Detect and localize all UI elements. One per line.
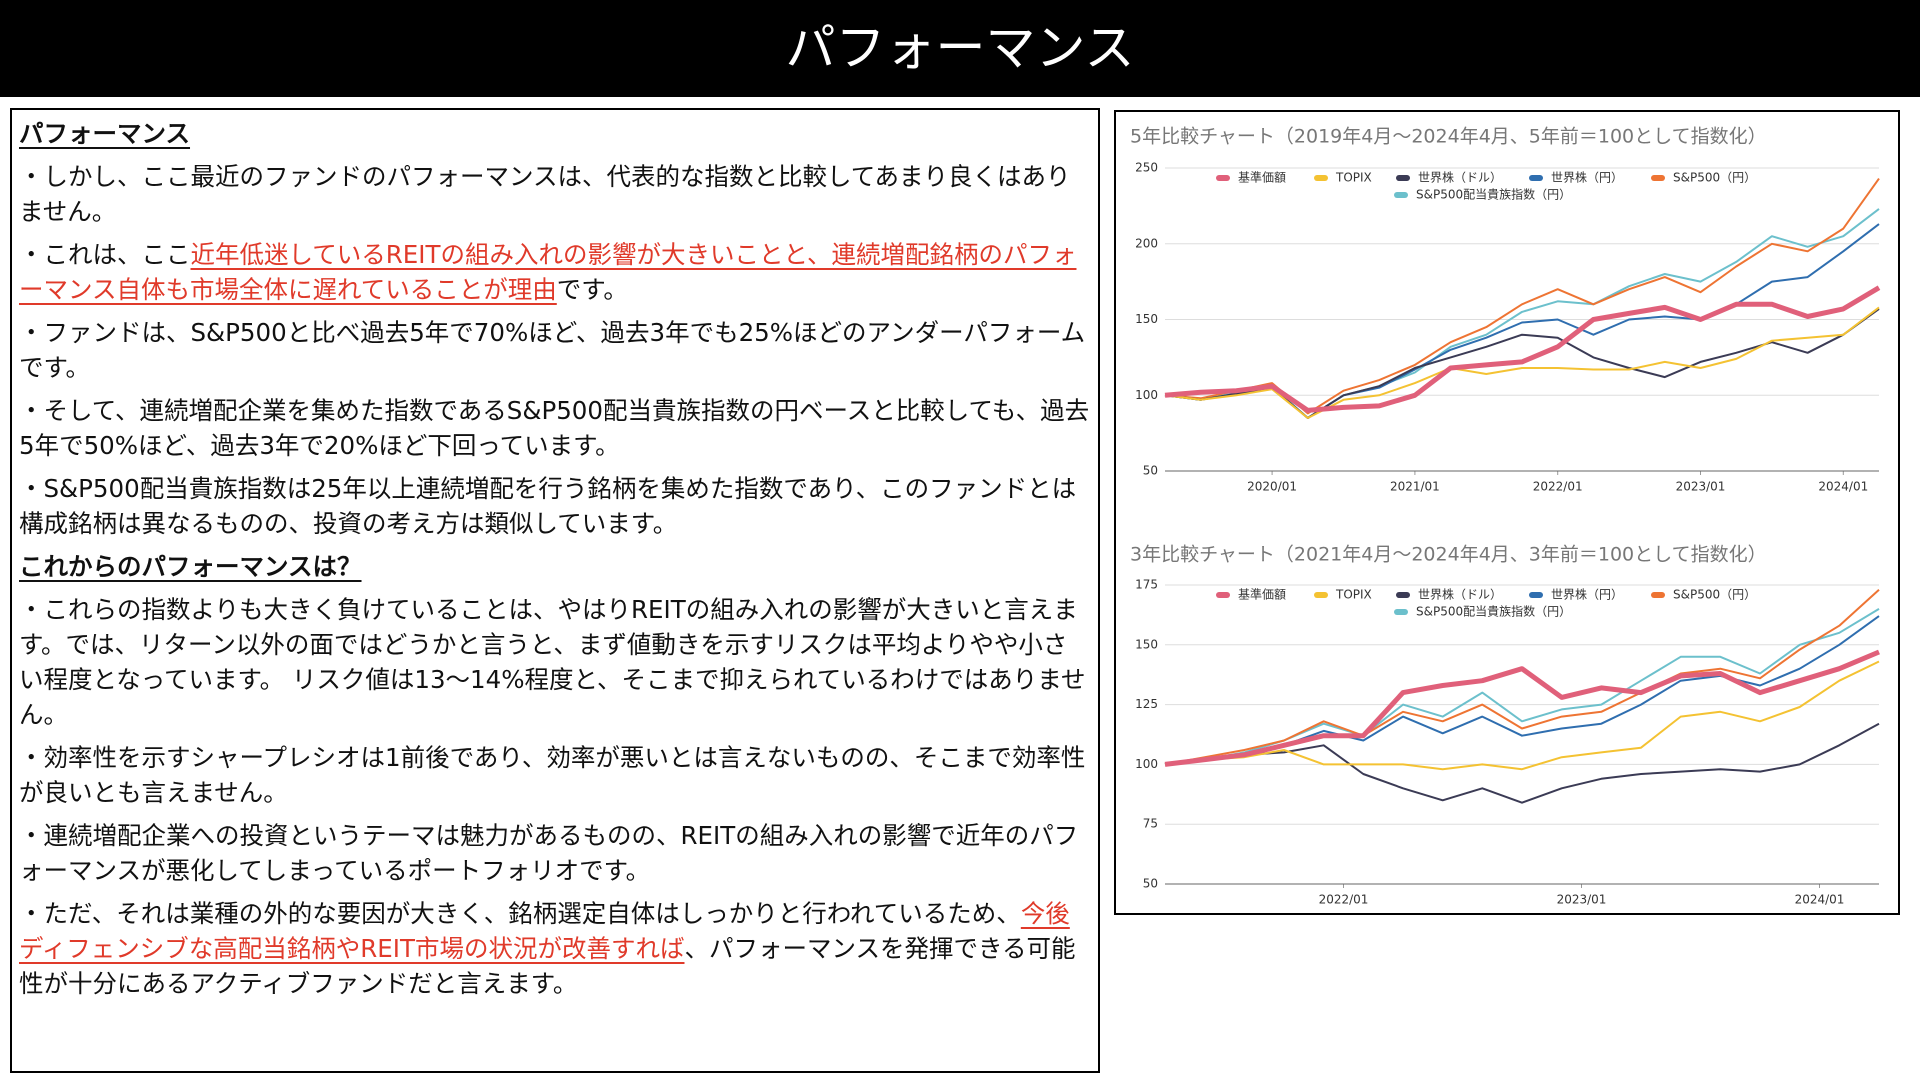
text: ・ただ、それは業種の外的な要因が大きく、銘柄選定自体はしっかりと行われているため… [19,899,1021,928]
x-tick-label: 2024/01 [1818,480,1868,494]
legend-swatch [1394,609,1408,615]
paragraph: ・S&P500配当貴族指数は25年以上連続増配を行う銘柄を集めた指数であり、この… [19,471,1091,541]
x-tick-label: 2022/01 [1533,480,1583,494]
legend-label: 基準価額 [1238,170,1286,185]
paragraph: ・これらの指数よりも大きく負けていることは、やはりREITの組み入れの影響が大き… [19,592,1091,732]
legend-label: S&P500配当貴族指数（円） [1416,187,1571,202]
y-tick-label: 175 [1135,578,1158,592]
y-tick-label: 50 [1143,464,1158,478]
legend-swatch [1651,175,1665,181]
legend-swatch [1396,175,1410,181]
paragraph: ・効率性を示すシャープレシオは1前後であり、効率が悪いとは言えないものの、そこま… [19,740,1091,810]
x-tick-label: 2023/01 [1676,480,1726,494]
charts: 5年比較チャート（2019年4月～2024年4月、5年前＝100として指数化） 5… [1114,110,1900,915]
legend-label: S&P500配当貴族指数（円） [1416,604,1571,619]
x-tick-label: 2024/01 [1795,893,1845,907]
x-tick-label: 2021/01 [1390,480,1440,494]
y-tick-label: 50 [1143,877,1158,891]
text: ・S&P500配当貴族指数は25年以上連続増配を行う銘柄を集めた指数であり、この… [19,474,1077,538]
y-tick-label: 100 [1135,757,1158,771]
series-line [1164,178,1880,415]
paragraph: ・ファンドは、S&P500と比べ過去5年で70%ほど、過去3年でも25%ほどのア… [19,315,1091,385]
series-line [1164,285,1881,413]
legend-label: 世界株（円） [1551,170,1623,185]
highlighted-text: 近年低迷しているREITの組み入れの影響が大きいことと、連続増配銘柄のパフォーマ… [19,240,1077,304]
legend-swatch [1314,175,1328,181]
y-tick-label: 150 [1135,637,1158,651]
text: ・これらの指数よりも大きく負けていることは、やはりREITの組み入れの影響が大き… [19,595,1086,729]
series-line [1164,589,1880,766]
legend-label: 世界株（ドル） [1418,170,1502,185]
paragraph: ・これは、ここ近年低迷しているREITの組み入れの影響が大きいことと、連続増配銘… [19,237,1091,307]
chart-title: 5年比較チャート（2019年4月～2024年4月、5年前＝100として指数化） [1130,126,1767,148]
text: ・効率性を示すシャープレシオは1前後であり、効率が悪いとは言えないものの、そこま… [19,743,1086,807]
legend-label: S&P500（円） [1673,171,1756,185]
legend-label: 世界株（円） [1551,587,1623,602]
text: ・そして、連続増配企業を集めた指数であるS&P500配当貴族指数の円ベースと比較… [19,396,1090,460]
text: ・これは、ここ [19,240,191,269]
chart-title: 3年比較チャート（2021年4月～2024年4月、3年前＝100として指数化） [1130,544,1767,566]
legend-label: 世界株（ドル） [1418,587,1502,602]
legend-swatch [1216,592,1230,598]
y-tick-label: 100 [1135,388,1158,402]
series-line [1164,649,1880,767]
y-tick-label: 200 [1135,236,1158,250]
legend-swatch [1396,592,1410,598]
series-line [1164,660,1880,771]
paragraph: ・そして、連続増配企業を集めた指数であるS&P500配当貴族指数の円ベースと比較… [19,393,1091,463]
legend-label: TOPIX [1335,588,1372,602]
legend-label: S&P500（円） [1673,588,1756,602]
header-title: パフォーマンス [0,0,1920,97]
legend-swatch [1216,175,1230,181]
legend-label: 基準価額 [1238,587,1286,602]
paragraph: ・ただ、それは業種の外的な要因が大きく、銘柄選定自体はしっかりと行われているため… [19,896,1091,1001]
legend-swatch [1394,192,1408,198]
heading: これからのパフォーマンスは？ [19,552,362,581]
highlighted-text: 今後ディフェンシブな高配当銘柄やREIT市場の状況が改善すれば [19,899,1070,963]
series-line [1164,306,1880,419]
paragraph: ・しかし、ここ最近のファンドのパフォーマンスは、代表的な指数と比較してあまり良く… [19,159,1091,229]
heading: パフォーマンス [19,119,191,148]
text: ・しかし、ここ最近のファンドのパフォーマンスは、代表的な指数と比較してあまり良く… [19,162,1071,226]
text: です。 [556,275,628,304]
y-tick-label: 150 [1135,312,1158,326]
paragraph: ・連続増配企業への投資というテーマは魅力があるものの、REITの組み入れの影響で… [19,818,1091,888]
text-panel: パフォーマンス・しかし、ここ最近のファンドのパフォーマンスは、代表的な指数と比較… [10,108,1100,1073]
legend-swatch [1314,592,1328,598]
y-tick-label: 250 [1135,161,1158,175]
x-tick-label: 2020/01 [1247,480,1297,494]
text: 、パフォーマンスを発揮できる可能性が十分にあるアクティブファンドだと言えます。 [19,934,1076,998]
legend-label: TOPIX [1335,171,1372,185]
text: ・連続増配企業への投資というテーマは魅力があるものの、REITの組み入れの影響で… [19,821,1079,885]
series-line [1164,722,1880,804]
x-tick-label: 2022/01 [1319,893,1369,907]
y-tick-label: 75 [1143,817,1158,831]
text: ・ファンドは、S&P500と比べ過去5年で70%ほど、過去3年でも25%ほどのア… [19,318,1086,382]
legend-swatch [1651,592,1665,598]
legend-swatch [1529,175,1543,181]
legend-swatch [1529,592,1543,598]
y-tick-label: 125 [1135,697,1158,711]
x-tick-label: 2023/01 [1557,893,1607,907]
